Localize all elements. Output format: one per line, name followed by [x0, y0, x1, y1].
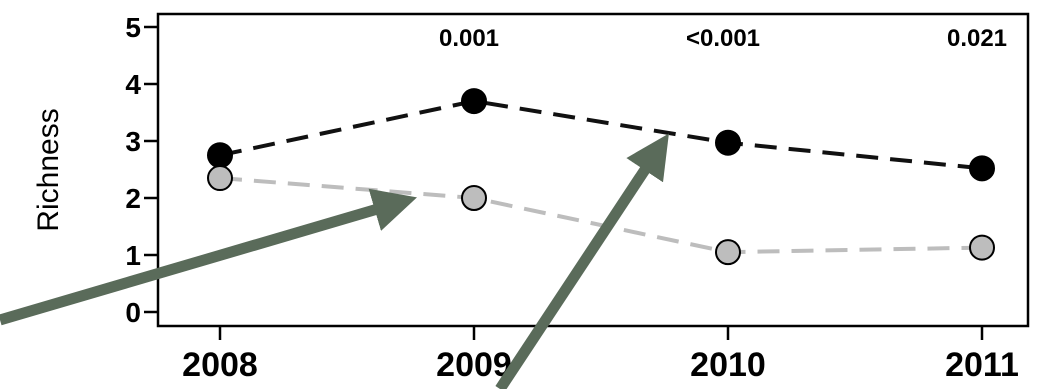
- x-tick-label: 2008: [182, 346, 258, 384]
- series-line: [219, 176, 983, 255]
- data-point: [715, 239, 741, 266]
- data-point: [969, 234, 995, 261]
- plot-frame: [156, 12, 1030, 328]
- y-tick-label: 2: [125, 183, 141, 214]
- data-point: [461, 185, 487, 211]
- p-value-annotation: 0.001: [439, 25, 499, 52]
- series-line: [219, 99, 983, 171]
- y-tick-label: 0: [125, 297, 141, 328]
- x-tick-label: 2009: [436, 346, 512, 384]
- data-point: [461, 88, 487, 115]
- y-axis-label: Richness: [32, 108, 65, 231]
- y-tick-label: 5: [125, 12, 141, 43]
- data-point: [969, 155, 995, 182]
- arrow-left-icon: [0, 188, 417, 326]
- data-point: [715, 129, 741, 156]
- y-tick-label: 1: [125, 240, 141, 271]
- y-tick-label: 4: [125, 69, 141, 100]
- data-point: [207, 165, 233, 192]
- x-tick-label: 2011: [945, 346, 1019, 384]
- x-axis: 2008 2009 2010 2011: [182, 326, 1019, 384]
- p-value-annotation: 0.021: [947, 25, 1007, 52]
- data-point: [207, 142, 233, 169]
- overlay-arrows: [0, 133, 669, 389]
- annotation-layer: 0.001 <0.001 0.021: [439, 25, 1007, 52]
- arrow-center-icon: [495, 133, 669, 389]
- x-tick-label: 2010: [690, 346, 766, 384]
- series-1: [207, 88, 995, 182]
- series-2: [207, 165, 995, 266]
- y-tick-label: 3: [125, 126, 141, 157]
- series-layer: [207, 88, 995, 266]
- p-value-annotation: <0.001: [686, 25, 760, 52]
- y-axis: 0 1 2 3 4 5: [125, 12, 158, 328]
